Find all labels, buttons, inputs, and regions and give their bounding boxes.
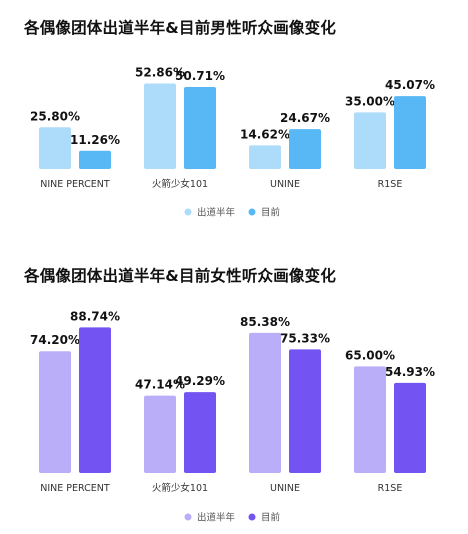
- category-label: 火箭少女101: [152, 482, 208, 494]
- bar-current-0: [79, 327, 111, 473]
- female-chart-title: 各偶像团体出道半年&目前女性听众画像变化: [24, 267, 337, 285]
- legend-marker: [248, 208, 256, 216]
- data-label: 52.86%: [135, 65, 185, 79]
- legend-label: 目前: [261, 207, 280, 219]
- legend-marker: [184, 208, 192, 216]
- bar-debut-half-year-3: [354, 112, 386, 169]
- legend-label: 出道半年: [197, 207, 236, 219]
- legend-marker: [184, 513, 192, 521]
- bar-current-3: [394, 382, 426, 473]
- category-label: R1SE: [378, 179, 403, 190]
- category-label: NINE PERCENT: [40, 483, 110, 494]
- data-label: 45.07%: [385, 78, 435, 92]
- legend-marker: [248, 513, 256, 521]
- bar-debut-half-year-1: [144, 395, 176, 473]
- category-label: NINE PERCENT: [40, 179, 110, 190]
- category-label: 火箭少女101: [152, 178, 208, 190]
- data-label: 35.00%: [345, 94, 395, 108]
- data-label: 88.74%: [70, 309, 120, 323]
- bar-debut-half-year-1: [144, 83, 176, 169]
- data-label: 50.71%: [175, 69, 225, 83]
- legend-label: 出道半年: [197, 512, 236, 524]
- category-label: UNINE: [270, 179, 300, 190]
- data-label: 47.14%: [135, 378, 185, 392]
- bar-debut-half-year-0: [39, 351, 71, 473]
- bar-current-3: [394, 96, 426, 169]
- male-listener-bar-chart: 25.80% 11.26% NINE PERCENT 52.86%50.71% 火箭少女…: [30, 65, 435, 219]
- category-label: UNINE: [270, 483, 300, 494]
- bar-debut-half-year-3: [354, 366, 386, 473]
- data-label: 54.93%: [385, 365, 435, 379]
- bar-current-1: [184, 86, 216, 169]
- data-label: 75.33%: [280, 331, 330, 345]
- data-label: 85.38%: [240, 315, 290, 329]
- bar-current-2: [289, 349, 321, 473]
- data-label: 24.67%: [280, 111, 330, 125]
- bar-debut-half-year-0: [39, 127, 71, 169]
- data-label: 14.62%: [240, 127, 290, 141]
- data-label: 74.20%: [30, 333, 80, 347]
- female-listener-bar-chart: 74.20% 88.74% NINE PERCENT 47.14%49.29% 火箭少女…: [30, 309, 435, 524]
- legend-label: 目前: [261, 512, 280, 524]
- male-chart-title: 各偶像团体出道半年&目前男性听众画像变化: [24, 19, 337, 37]
- bar-current-2: [289, 129, 321, 169]
- bar-debut-half-year-2: [249, 332, 281, 473]
- data-label: 11.26%: [70, 133, 120, 147]
- bar-current-1: [184, 392, 216, 473]
- category-label: R1SE: [378, 483, 403, 494]
- bar-debut-half-year-2: [249, 145, 281, 169]
- data-label: 49.29%: [175, 374, 225, 388]
- bar-current-0: [79, 150, 111, 169]
- data-label: 65.00%: [345, 348, 395, 362]
- data-label: 25.80%: [30, 109, 80, 123]
